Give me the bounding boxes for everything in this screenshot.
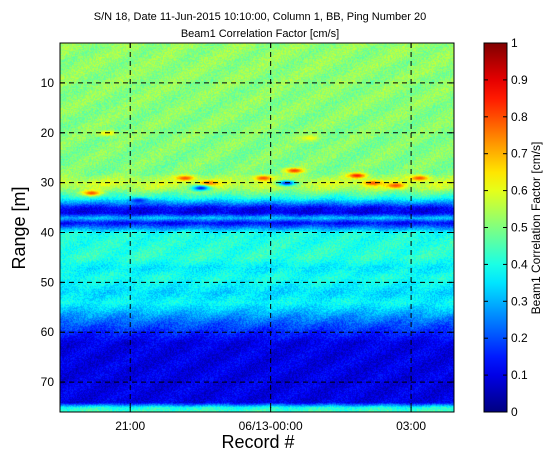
y-tick-label: 60 — [41, 325, 55, 339]
colorbar-tick-label: 0.8 — [511, 110, 528, 124]
y-tick-label: 20 — [41, 126, 55, 140]
x-tick-label: 21:00 — [115, 419, 145, 433]
colorbar-tick-label: 0.4 — [511, 257, 528, 271]
y-axis-label: Range [m] — [9, 186, 29, 269]
x-axis-label: Record # — [221, 432, 294, 452]
colorbar-tick-label: 0.7 — [511, 147, 528, 161]
chart-title: S/N 18, Date 11-Jun-2015 10:10:00, Colum… — [94, 11, 426, 23]
y-tick-label: 70 — [41, 375, 55, 389]
colorbar-ticks: 0 0.1 0.2 0.3 0.4 0.5 0.6 0.7 0.8 0.9 1 — [484, 36, 528, 419]
grid-lines — [60, 43, 454, 412]
colorbar-tick-label: 0.2 — [511, 331, 528, 345]
colorbar-tick-label: 0 — [511, 405, 518, 419]
colorbar-label: Beam1 Correlation Factor [cm/s] — [529, 142, 543, 315]
colorbar-tick-label: 0.5 — [511, 221, 528, 235]
x-axis: 21:00 06/13-00:00 03:00 — [115, 43, 426, 433]
y-tick-label: 10 — [41, 76, 55, 90]
colorbar: 0 0.1 0.2 0.3 0.4 0.5 0.6 0.7 0.8 0.9 1 — [483, 36, 528, 419]
y-axis: 10 20 30 40 50 60 70 — [41, 76, 454, 389]
colorbar-tick-label: 0.1 — [511, 368, 528, 382]
y-tick-label: 30 — [41, 176, 55, 190]
plot-area — [60, 43, 454, 412]
y-tick-label: 40 — [41, 225, 55, 239]
x-tick-label: 06/13-00:00 — [239, 419, 303, 433]
colorbar-tick-label: 0.3 — [511, 294, 528, 308]
heatmap-image — [60, 43, 454, 412]
chart-subtitle: Beam1 Correlation Factor [cm/s] — [181, 28, 339, 40]
colorbar-tick-label: 0.6 — [511, 184, 528, 198]
colorbar-tick-label: 0.9 — [511, 73, 528, 87]
plot-frame — [59, 42, 455, 413]
x-tick-label: 03:00 — [396, 419, 426, 433]
y-tick-label: 50 — [41, 275, 55, 289]
colorbar-gradient — [484, 43, 507, 412]
colorbar-tick-label: 1 — [511, 36, 518, 50]
